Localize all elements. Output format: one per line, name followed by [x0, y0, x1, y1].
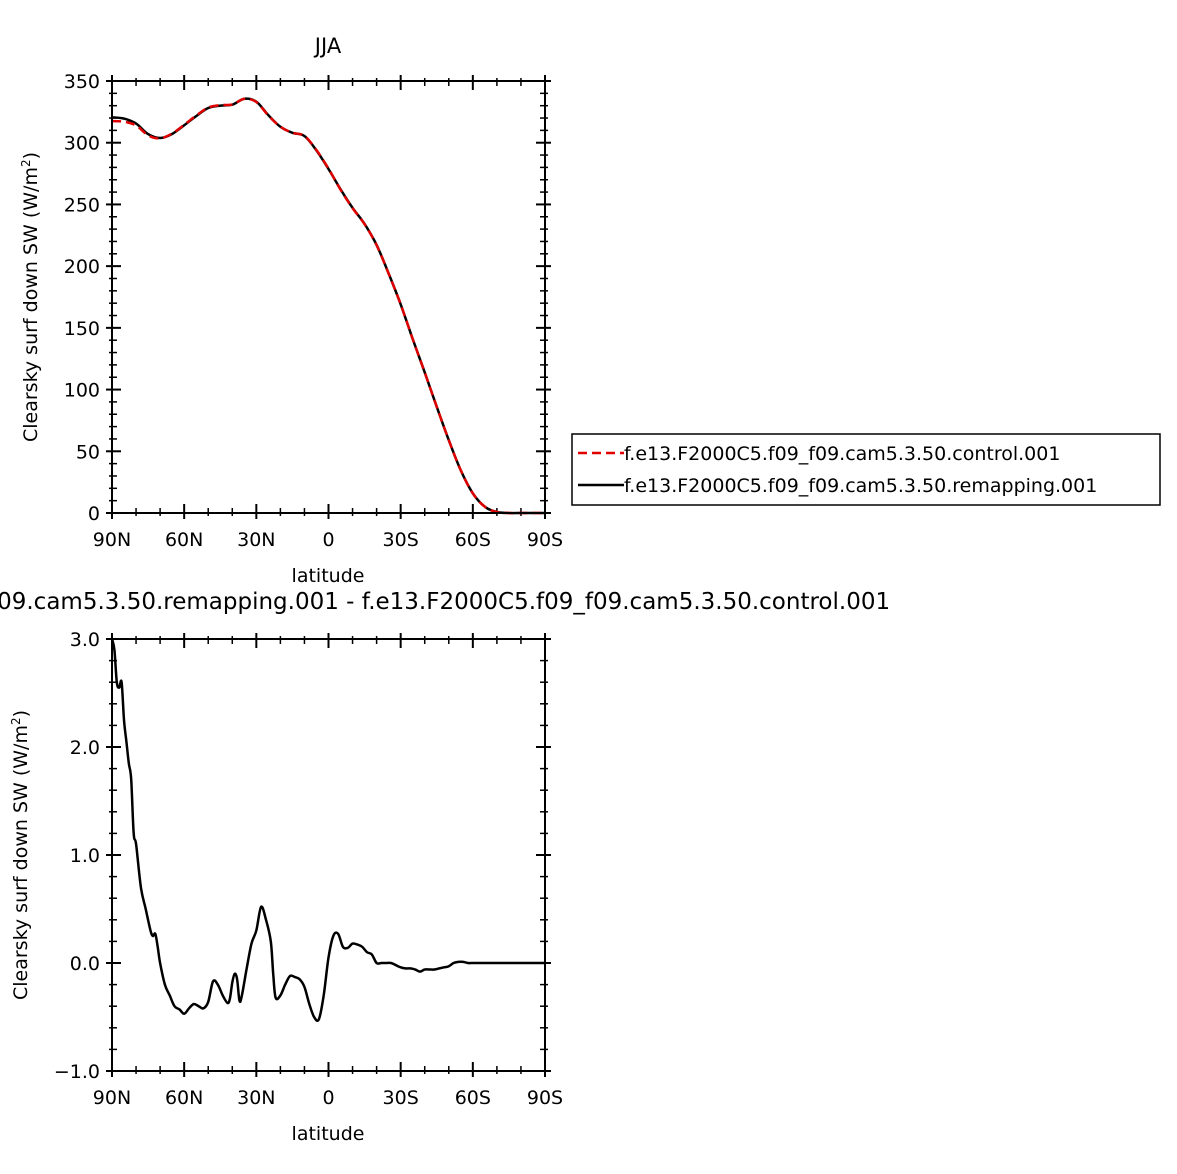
top-y-tick-label: 250: [64, 194, 100, 216]
top-series-line-control: [111, 97, 545, 515]
top-plot-frame: [111, 80, 546, 514]
bottom-x-tick-label: 90N: [93, 1087, 131, 1109]
bottom-x-tick-label: 0: [322, 1087, 334, 1109]
bottom-x-tick-labels: 90N 60N 30N 0 30S 60S 90S: [93, 1087, 563, 1109]
top-series-lines: [111, 97, 545, 515]
bottom-y-tick-labels: −1.0 0.0 1.0 2.0 3.0: [54, 629, 100, 1083]
top-chart-title: JJA: [313, 34, 342, 58]
top-x-tick-label: 30N: [237, 529, 275, 551]
top-y-tick-labels: 0 50 100 150 200 250 300 350: [64, 71, 100, 525]
bottom-y-tick-label: −1.0: [54, 1061, 100, 1083]
bottom-plot-frame: [111, 638, 546, 1072]
legend-label-control: f.e13.F2000C5.f09_f09.cam5.3.50.control.…: [624, 443, 1060, 465]
top-y-tick-label: 200: [64, 256, 100, 278]
top-x-tick-label: 90S: [527, 529, 563, 551]
bottom-panel: f.e13.F2000C5.f09_f09.cam5.3.50.remappin…: [0, 589, 890, 1145]
top-y-axis-label-close: ): [20, 152, 42, 159]
top-axis-ticks: [106, 75, 551, 519]
top-y-axis-label-sup: 2: [19, 159, 33, 167]
top-x-tick-label: 60S: [455, 529, 491, 551]
bottom-axis-ticks: [106, 633, 551, 1077]
top-y-tick-label: 350: [64, 71, 100, 93]
top-x-tick-label: 90N: [93, 529, 131, 551]
top-series-line-remapping: [111, 97, 545, 515]
top-x-axis-label: latitude: [292, 565, 365, 587]
top-x-tick-label: 30S: [383, 529, 419, 551]
top-y-tick-label: 100: [64, 380, 100, 402]
bottom-y-axis-label-close: ): [10, 710, 32, 717]
bottom-y-axis-label-sup: 2: [9, 717, 23, 725]
bottom-y-axis-label-main: Clearsky surf down SW (W/m: [10, 725, 32, 1000]
bottom-series-line-remapping: [110, 638, 545, 1022]
top-y-tick-label: 50: [76, 441, 100, 463]
bottom-series-lines: [110, 638, 545, 1022]
top-y-axis-label-main: Clearsky surf down SW (W/m: [20, 167, 42, 442]
bottom-x-tick-label: 60S: [455, 1087, 491, 1109]
legend: f.e13.F2000C5.f09_f09.cam5.3.50.control.…: [571, 433, 1161, 506]
top-x-tick-label: 0: [322, 529, 334, 551]
top-y-tick-label: 300: [64, 133, 100, 155]
bottom-x-tick-label: 90S: [527, 1087, 563, 1109]
top-panel: JJA 90N 60N 30N 0 30S 60S 90S 0 50 100 150 200 250 3…: [19, 34, 1161, 587]
bottom-y-tick-label: 2.0: [70, 737, 100, 759]
top-x-tick-label: 60N: [165, 529, 203, 551]
legend-label-remapping: f.e13.F2000C5.f09_f09.cam5.3.50.remappin…: [624, 475, 1097, 497]
bottom-y-tick-label: 3.0: [70, 629, 100, 651]
bottom-x-tick-label: 30N: [237, 1087, 275, 1109]
bottom-x-tick-label: 30S: [383, 1087, 419, 1109]
top-y-axis-label: Clearsky surf down SW (W/m2): [19, 152, 42, 442]
bottom-x-tick-label: 60N: [165, 1087, 203, 1109]
bottom-x-axis-label: latitude: [292, 1123, 365, 1145]
bottom-y-tick-label: 1.0: [70, 845, 100, 867]
bottom-y-axis-label: Clearsky surf down SW (W/m2): [9, 710, 32, 1000]
bottom-y-tick-label: 0.0: [70, 953, 100, 975]
top-y-tick-label: 0: [88, 503, 100, 525]
bottom-chart-title: f.e13.F2000C5.f09_f09.cam5.3.50.remappin…: [0, 589, 890, 615]
top-y-tick-label: 150: [64, 318, 100, 340]
legend-box: [571, 433, 1161, 506]
top-x-tick-labels: 90N 60N 30N 0 30S 60S 90S: [93, 529, 563, 551]
